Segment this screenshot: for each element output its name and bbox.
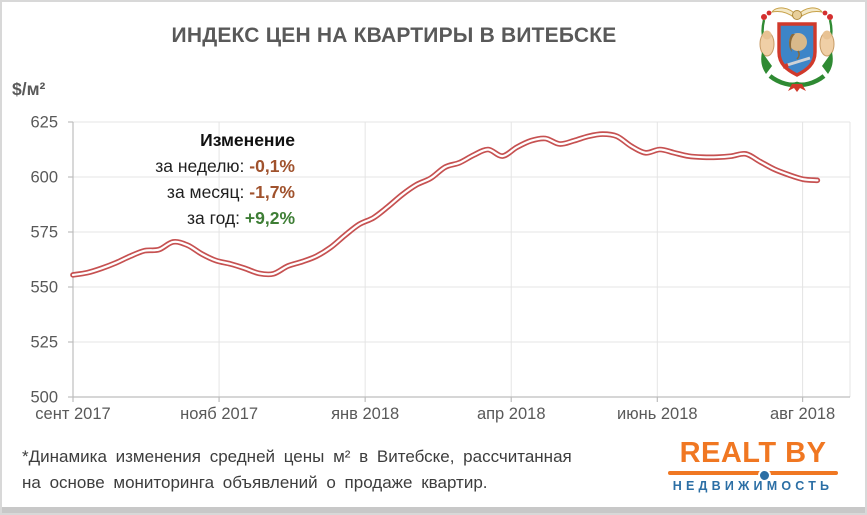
annotation-year-row: за год: +9,2% — [40, 205, 295, 231]
x-tick-label: июнь 2018 — [617, 405, 698, 423]
footnote-line-2: на основе мониторинга объявлений о прода… — [22, 473, 488, 492]
chart-footnote: *Динамика изменения средней цены м² в Ви… — [22, 444, 632, 496]
annotation-year-value: +9,2% — [244, 208, 295, 228]
footnote-line-1: *Динамика изменения средней цены м² в Ви… — [22, 447, 572, 466]
vitebsk-coat-of-arms-icon — [759, 7, 835, 92]
x-tick-label: янв 2018 — [331, 405, 399, 423]
y-tick-label: 625 — [30, 114, 58, 132]
y-tick-label: 600 — [30, 169, 58, 187]
annotation-month-row: за месяц: -1,7% — [40, 179, 295, 205]
y-tick-label: 575 — [30, 224, 58, 242]
annotation-title: Изменение — [200, 130, 295, 150]
logo-underline — [668, 468, 838, 482]
realt-by-logo: REALT BY НЕДВИЖИМОСТЬ — [668, 438, 838, 493]
realt-by-wordmark: REALT BY — [679, 437, 827, 469]
x-tick-label: апр 2018 — [477, 405, 546, 423]
y-tick-label: 525 — [30, 334, 58, 352]
price-series-inner — [71, 133, 819, 276]
y-axis-unit-label: $/м² — [12, 79, 46, 99]
annotation-year-label: за год: — [186, 208, 245, 228]
y-tick-label: 500 — [30, 389, 58, 407]
x-tick-label: нояб 2017 — [180, 405, 258, 423]
x-tick-label: сент 2017 — [35, 405, 110, 423]
logo-subtitle: НЕДВИЖИМОСТЬ — [672, 479, 834, 493]
annotation-week-row: за неделю: -0,1% — [40, 153, 295, 179]
annotation-month-label: за месяц: — [166, 182, 250, 202]
change-annotation: Изменение за неделю: -0,1% за месяц: -1,… — [40, 127, 295, 231]
bottom-gray-band — [0, 507, 867, 515]
annotation-week-label: за неделю: — [155, 156, 250, 176]
y-tick-label: 550 — [30, 279, 58, 297]
annotation-month-value: -1,7% — [249, 182, 295, 202]
chart-title: ИНДЕКС ЦЕН НА КВАРТИРЫ В ВИТЕБСКЕ — [171, 24, 617, 47]
x-tick-label: авг 2018 — [770, 405, 835, 423]
logo-dot-icon — [758, 468, 772, 482]
annotation-week-value: -0,1% — [249, 156, 295, 176]
